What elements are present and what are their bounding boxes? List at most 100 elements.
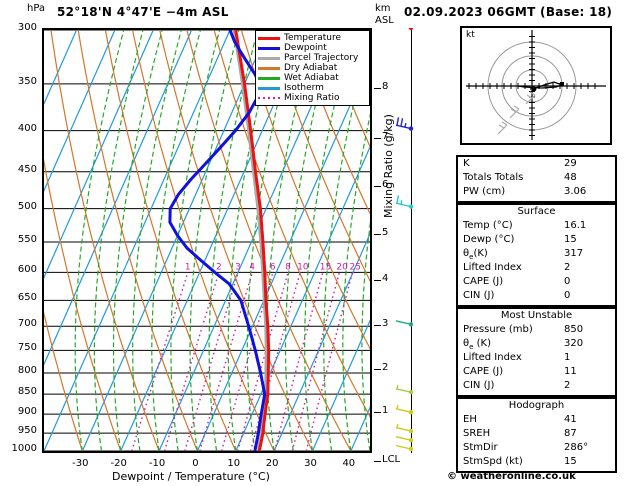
legend-swatch-icon (258, 46, 280, 50)
height-tick-8: 8 (382, 80, 389, 92)
temperature-tick-20: 20 (265, 458, 279, 469)
mixing-ratio-axis-title: Mixing Ratio (g/kg) (382, 114, 395, 218)
surface-row-value: 16.1 (564, 220, 587, 231)
hodograph-row: SREH 87 (458, 427, 615, 441)
legend-item-wet-adiabat: Wet Adiabat (258, 73, 367, 83)
legend-swatch-icon (258, 56, 280, 60)
height-tick-3: 3 (382, 317, 389, 329)
pressure-tick-300: 300 (17, 22, 37, 33)
hodograph-row-value: 41 (564, 414, 577, 425)
hodograph-row-value: 286° (564, 442, 589, 453)
pressure-tick-1000: 1000 (11, 443, 37, 454)
legend-label: Wet Adiabat (284, 73, 339, 83)
svg-text:2: 2 (216, 262, 222, 272)
hodograph-unit-label: kt (466, 30, 475, 40)
hodograph-row: StmDir 286° (458, 441, 615, 455)
surface-row: Dewp (°C) 15 (458, 233, 615, 247)
lcl-tick-mark (374, 460, 381, 462)
hodograph-canvas (466, 30, 606, 140)
legend-item-isotherm: Isotherm (258, 83, 367, 93)
svg-text:1: 1 (185, 262, 191, 272)
surface-row-key: θe(K) (463, 248, 488, 261)
svg-text:4: 4 (249, 262, 255, 272)
temperature-tick-0: 0 (192, 458, 199, 469)
pressure-tick-350: 350 (17, 75, 37, 87)
surface-row-key: CAPE (J) (463, 276, 504, 287)
height-tick-mark-8 (374, 87, 381, 89)
index-row-value: 48 (564, 172, 577, 183)
index-row-value: 3.06 (564, 186, 587, 197)
pressure-tick-950: 950 (17, 425, 37, 437)
pressure-tick-850: 850 (17, 386, 37, 398)
legend-swatch-icon (258, 66, 280, 70)
pressure-tick-700: 700 (17, 318, 37, 330)
height-tick-mark-1 (374, 411, 381, 413)
svg-text:8: 8 (285, 262, 291, 272)
surface-row-value: 0 (564, 290, 571, 301)
hodograph-row-key: StmDir (463, 442, 498, 453)
wind-barb-column (388, 14, 444, 453)
wind-barb-axis (411, 28, 412, 453)
index-row: Totals Totals 48 (458, 171, 615, 185)
svg-text:10: 10 (297, 262, 309, 272)
pressure-tick-450: 450 (17, 163, 37, 175)
temperature-tick--20: -20 (110, 458, 127, 469)
most-unstable-parcel-panel: Most Unstable Pressure (mb) 850 θe (K) 320 Li… (456, 307, 617, 397)
most-unstable-row-value: 320 (564, 338, 584, 349)
height-tick-5: 5 (382, 226, 389, 238)
most-unstable-row-key: Pressure (mb) (463, 324, 533, 335)
most-unstable-row: Pressure (mb) 850 (458, 323, 615, 337)
pressure-tick-900: 900 (17, 406, 37, 418)
pressure-tick-750: 750 (17, 342, 37, 354)
pressure-tick-400: 400 (17, 122, 37, 134)
hodograph-row-key: SREH (463, 428, 491, 439)
height-tick-mark-2 (374, 368, 381, 370)
legend-label: Mixing Ratio (284, 93, 340, 103)
height-tick-1: 1 (382, 404, 389, 416)
index-row: K 29 (458, 157, 615, 171)
surface-row-key: CIN (J) (463, 290, 495, 301)
hodograph-stats-panel: Hodograph EH 41 SREH 87 StmDir 286° StmSpd (kt)… (456, 397, 617, 473)
hodograph-row-value: 15 (564, 456, 577, 467)
hodograph-row-key: StmSpd (kt) (463, 456, 523, 467)
most-unstable-row-value: 2 (564, 380, 571, 391)
pressure-tick-500: 500 (17, 200, 37, 212)
hodograph-panel-title: Hodograph (508, 400, 565, 411)
legend-label: Temperature (284, 33, 342, 43)
index-row-key: K (463, 158, 470, 169)
legend-item-dewpoint: Dewpoint (258, 43, 367, 53)
most-unstable-row-key: θe (K) (463, 338, 491, 351)
pressure-axis-unit: hPa (27, 3, 46, 14)
svg-text:6: 6 (270, 262, 276, 272)
pressure-tick-550: 550 (17, 233, 37, 245)
hodograph-row-value: 87 (564, 428, 577, 439)
surface-row: CAPE (J) 0 (458, 275, 615, 289)
wind-barbs-canvas (388, 14, 414, 452)
legend: Temperature Dewpoint Parcel Trajectory Dry … (255, 30, 370, 106)
surface-panel-title: Surface (517, 206, 556, 217)
hodograph-row: StmSpd (kt) 15 (458, 455, 615, 469)
hodograph-row-key: EH (463, 414, 477, 425)
legend-swatch-icon (258, 76, 280, 80)
datetime-title: 02.09.2023 06GMT (Base: 18) (404, 5, 613, 19)
surface-row-key: Dewp (°C) (463, 234, 515, 245)
most-unstable-row-key: Lifted Index (463, 352, 522, 363)
height-tick-mark-3 (374, 324, 381, 326)
height-tick-mark-6 (374, 186, 381, 188)
surface-row: Temp (°C) 16.1 (458, 219, 615, 233)
most-unstable-row: CAPE (J) 11 (458, 365, 615, 379)
most-unstable-row: CIN (J) 2 (458, 379, 615, 393)
location-title: 52°18'N 4°47'E −4m ASL (57, 5, 229, 19)
most-unstable-panel-title: Most Unstable (500, 310, 573, 321)
hodograph[interactable]: kt (460, 26, 612, 145)
legend-label: Parcel Trajectory (284, 53, 359, 63)
height-tick-4: 4 (382, 273, 389, 285)
legend-swatch-icon (258, 97, 280, 99)
svg-text:3: 3 (235, 262, 241, 272)
index-row-value: 29 (564, 158, 577, 169)
surface-row-value: 2 (564, 262, 571, 273)
height-tick-mark-4 (374, 280, 381, 282)
surface-row-value: 317 (564, 248, 584, 259)
legend-swatch-icon (258, 36, 280, 40)
